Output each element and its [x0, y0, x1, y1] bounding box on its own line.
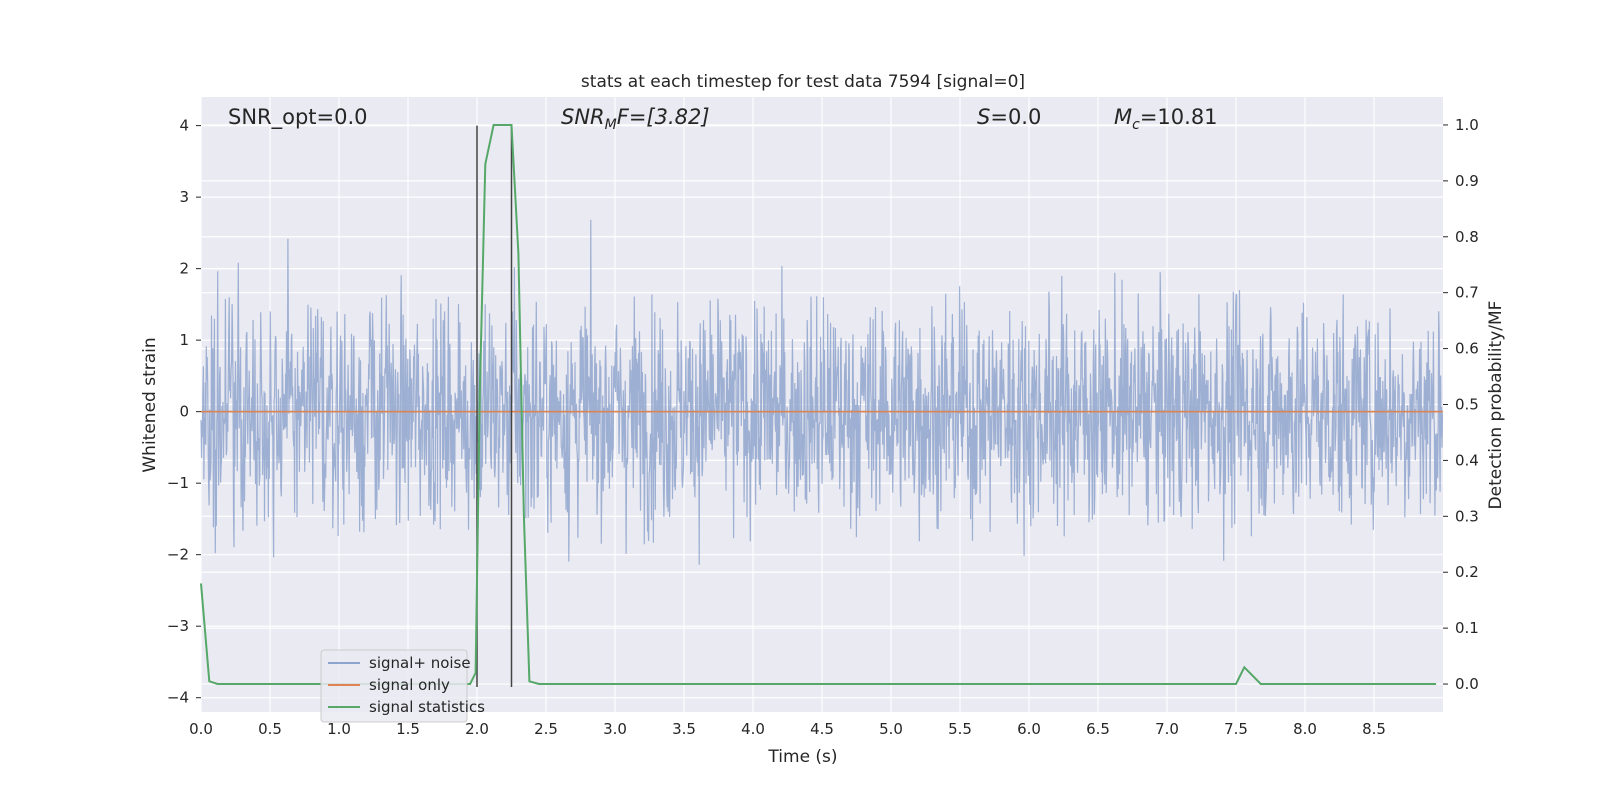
y2-tick-label: 1.0 — [1455, 116, 1479, 134]
y2-axis-label: Detection probability/MF — [1486, 301, 1506, 510]
x-tick-label: 7.5 — [1224, 720, 1248, 738]
x-tick-label: 6.5 — [1086, 720, 1110, 738]
annotation-snr-opt: SNR_opt=0.0 — [228, 105, 368, 130]
x-tick-label: 4.0 — [741, 720, 765, 738]
x-tick-label: 1.0 — [327, 720, 351, 738]
y2-tick-label: 0.3 — [1455, 507, 1479, 525]
legend-label-signal-only: signal only — [369, 676, 450, 694]
x-tick-label: 8.5 — [1362, 720, 1386, 738]
chart-title: stats at each timestep for test data 759… — [581, 72, 1025, 92]
x-tick-label: 2.5 — [534, 720, 558, 738]
x-tick-label: 1.5 — [396, 720, 420, 738]
y-axis-ticks: 4 3 2 1 0 −1 −2 −3 −4 — [167, 117, 201, 707]
y-tick-label: −2 — [167, 546, 189, 564]
y-tick-label: 3 — [179, 188, 189, 206]
y-tick-label: −4 — [167, 689, 189, 707]
y2-tick-label: 0.8 — [1455, 228, 1479, 246]
annotation-s: S=0.0 — [977, 105, 1041, 129]
legend-label-signal-statistics: signal statistics — [369, 698, 485, 716]
y-tick-label: −1 — [167, 474, 189, 492]
y2-tick-label: 0.0 — [1455, 675, 1479, 693]
x-axis-ticks: 0.0 0.5 1.0 1.5 2.0 2.5 3.0 3.5 4.0 4.5 5.0 5.5 6.0 6… — [189, 720, 1386, 738]
x-tick-label: 0.0 — [189, 720, 213, 738]
x-tick-label: 4.5 — [810, 720, 834, 738]
y-tick-label: 2 — [179, 260, 189, 278]
x-axis-label: Time (s) — [767, 747, 837, 767]
y-tick-label: −3 — [167, 617, 189, 635]
y2-tick-label: 0.2 — [1455, 563, 1479, 581]
y2-axis-ticks: 1.0 0.9 0.8 0.7 0.6 0.5 0.4 0.3 0.2 0.1 0.0 — [1443, 116, 1479, 693]
legend-box — [320, 649, 468, 723]
x-tick-label: 6.0 — [1017, 720, 1041, 738]
annotation-snr-mf: SNRMF=[3.82] — [561, 105, 710, 133]
y2-tick-label: 0.4 — [1455, 451, 1479, 469]
y-tick-label: 1 — [179, 331, 189, 349]
y2-tick-label: 0.1 — [1455, 619, 1479, 637]
legend-label-signal-noise: signal+ noise — [369, 654, 471, 672]
x-tick-label: 2.0 — [465, 720, 489, 738]
y-tick-label: 0 — [179, 403, 189, 421]
x-tick-label: 5.5 — [948, 720, 972, 738]
y2-tick-label: 0.5 — [1455, 396, 1479, 414]
legend: signal+ noise signal only signal statist… — [320, 649, 485, 723]
x-tick-label: 5.0 — [879, 720, 903, 738]
y2-tick-label: 0.9 — [1455, 172, 1479, 190]
x-tick-label: 7.0 — [1155, 720, 1179, 738]
x-tick-label: 0.5 — [258, 720, 282, 738]
y-axis-label: Whitened strain — [140, 337, 160, 472]
y2-tick-label: 0.6 — [1455, 340, 1479, 358]
y2-tick-label: 0.7 — [1455, 284, 1479, 302]
x-tick-label: 3.0 — [603, 720, 627, 738]
y-tick-label: 4 — [179, 117, 189, 135]
x-tick-label: 8.0 — [1293, 720, 1317, 738]
signal-noise-trace — [200, 219, 1444, 565]
annotation-mc: Mc=10.81 — [1114, 105, 1218, 133]
x-tick-label: 3.5 — [672, 720, 696, 738]
